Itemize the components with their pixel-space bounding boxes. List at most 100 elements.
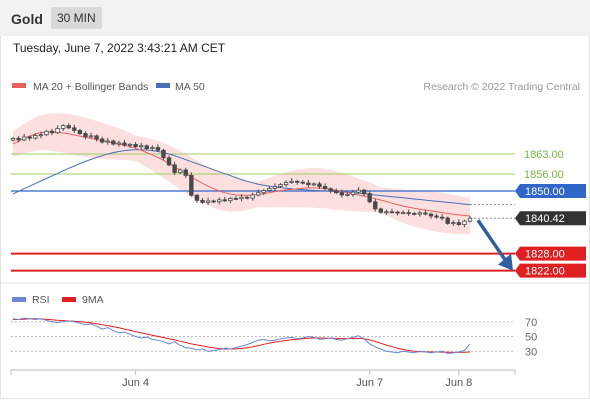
candle [250, 192, 255, 201]
candle-body [72, 127, 77, 131]
credit-label: Research © 2022 Trading Central [423, 81, 580, 93]
candle [367, 191, 372, 204]
candle-body [88, 135, 94, 138]
candle [211, 199, 216, 204]
forecast-arrow [476, 219, 513, 271]
candle [127, 142, 133, 148]
candle [356, 187, 361, 194]
candle-body [49, 130, 55, 134]
candle [373, 198, 378, 212]
candle [94, 134, 99, 142]
candle-body [462, 220, 467, 225]
candle-body [451, 222, 456, 224]
candle-body [161, 149, 166, 159]
candle-body [166, 157, 172, 166]
candle [10, 136, 16, 142]
candle [462, 219, 467, 228]
candle-body [133, 143, 138, 148]
candle-body [94, 135, 99, 140]
candle [177, 168, 183, 174]
candle-body [423, 212, 428, 215]
candle [467, 215, 473, 223]
candle-body [155, 147, 161, 151]
candle [339, 189, 345, 198]
candle [389, 208, 395, 214]
candle [334, 188, 339, 195]
candle [451, 220, 456, 226]
candle-body [306, 182, 311, 186]
candle-body [55, 128, 60, 134]
rsi-tick-label-30: 30 [525, 346, 537, 358]
candle [161, 148, 166, 161]
candle [133, 142, 138, 149]
candle [99, 136, 105, 144]
candle-body [239, 196, 244, 200]
candle [222, 196, 227, 203]
candle-body [211, 200, 216, 203]
candle [400, 210, 406, 215]
candle [33, 133, 38, 140]
candle [300, 179, 306, 185]
candle [311, 182, 317, 187]
rsi-legend-swatch [12, 297, 26, 302]
candle [417, 210, 423, 217]
candle-body [389, 211, 395, 214]
x-tick-label-Jun-8: Jun 8 [445, 377, 472, 389]
candle-body [111, 140, 116, 145]
candle [183, 167, 188, 178]
candle-body [267, 188, 272, 191]
candle-body [200, 199, 205, 203]
candle-body [456, 222, 462, 225]
candle-body [228, 197, 233, 202]
candle-body [378, 208, 384, 213]
ma9-legend-swatch [62, 297, 76, 302]
candle [105, 137, 110, 145]
candle [295, 179, 300, 185]
candle [239, 194, 244, 202]
candle-body [10, 137, 16, 141]
candle-body [127, 143, 133, 146]
candle [27, 135, 32, 141]
rsi-tick-label-70: 70 [525, 317, 537, 329]
candle [111, 139, 116, 146]
level-label-1863.00: 1863.00 [524, 149, 564, 161]
candle [345, 192, 350, 197]
candle [44, 129, 49, 137]
candle-body [138, 145, 144, 148]
candle-body [384, 211, 389, 214]
candle [49, 129, 55, 136]
candle [244, 195, 250, 200]
candle-body [322, 186, 328, 190]
interval-badge[interactable]: 30 MIN [51, 7, 102, 29]
rsi-tick-label-50: 50 [525, 332, 537, 344]
candle-body [194, 194, 200, 201]
candle-body [406, 212, 411, 215]
rsi-pane: 70 50 30 [11, 317, 537, 358]
candle [155, 144, 161, 152]
candle [395, 210, 400, 216]
candle-body [177, 169, 183, 173]
candle-body [60, 125, 66, 129]
candle [194, 193, 200, 203]
candle [38, 131, 44, 139]
candle-body [373, 201, 378, 210]
candle [267, 186, 272, 192]
level-label-1850.00: 1850.00 [525, 186, 565, 198]
level-label-1828.00: 1828.00 [525, 249, 565, 261]
candle-body [445, 217, 450, 224]
timestamp: Tuesday, June 7, 2022 3:43:21 AM CET [13, 41, 226, 55]
candle-body [328, 188, 333, 192]
candle-body [367, 193, 372, 203]
candle-body [434, 215, 439, 218]
candle [423, 209, 428, 216]
x-tick-label-Jun-4: Jun 4 [122, 377, 149, 389]
candle-body [66, 125, 71, 129]
candle-body [21, 136, 27, 141]
forecast-arrow-head [498, 253, 513, 271]
candle-body [256, 192, 261, 196]
candle [256, 189, 261, 197]
candle-body [33, 135, 38, 139]
ma20-legend-swatch [12, 83, 26, 88]
ma9-legend-label: 9MA [82, 294, 104, 306]
